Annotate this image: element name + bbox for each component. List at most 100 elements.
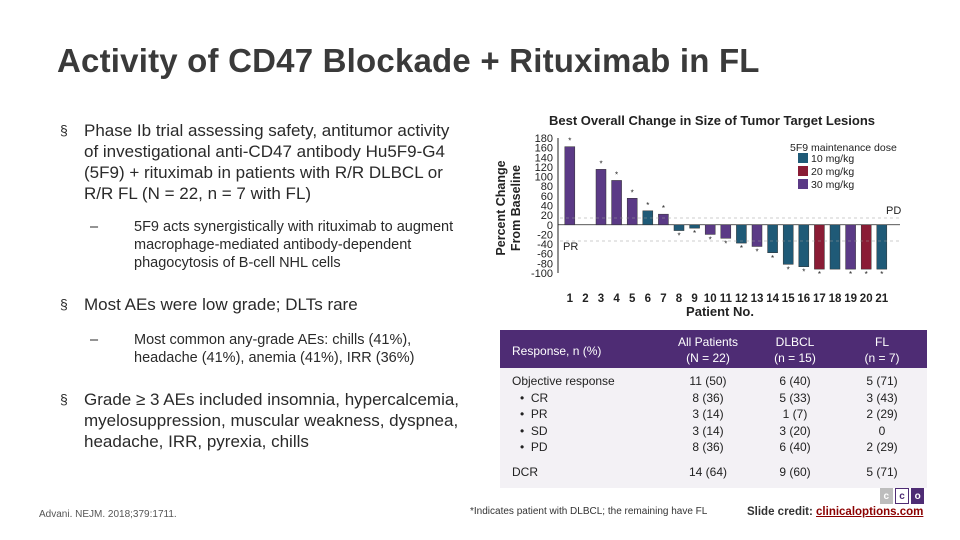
bullet-list: § Phase Ib trial assessing safety, antit… <box>60 120 460 462</box>
table-header-dlbcl: DLBCL (n = 15) <box>774 335 816 365</box>
y-tick-label: 20 <box>541 210 553 222</box>
row-sd-label: • SD <box>520 423 548 440</box>
bar-patient-17 <box>814 224 825 270</box>
bar-patient-9 <box>689 224 700 229</box>
x-tick-label: 12 <box>735 293 748 305</box>
y-tick-label: 120 <box>535 162 553 174</box>
x-tick-label: 4 <box>613 293 620 305</box>
dlbcl-marker: * <box>771 254 774 263</box>
x-tick-label: 5 <box>629 293 636 305</box>
cell-all-pr: 3 (14) <box>692 407 724 421</box>
bar-patient-21 <box>876 224 888 270</box>
footnote: *Indicates patient with DLBCL; the remai… <box>470 506 708 517</box>
subbullet-synergy: – 5F9 acts synergistically with rituxima… <box>90 218 460 272</box>
dlbcl-marker: * <box>818 270 821 279</box>
pd-annotation: PD <box>886 205 901 217</box>
table-body <box>500 368 927 488</box>
credit-link[interactable]: clinicaloptions.com <box>816 506 924 518</box>
logo-letter-2: c <box>894 488 910 504</box>
x-tick-label: 15 <box>782 293 795 305</box>
cell-dlbcl-or: 6 (40) <box>779 374 811 388</box>
bar-patient-19 <box>845 224 856 270</box>
cell-all-or: 11 (50) <box>689 374 727 388</box>
x-tick-label: 9 <box>691 293 697 305</box>
y-tick-label: -100 <box>531 268 553 280</box>
cell-all-cr: 8 (36) <box>692 390 724 405</box>
subbullet-synergy-text: 5F9 acts synergistically with rituximab … <box>134 219 454 271</box>
cell-fl-or: 5 (71) <box>866 374 898 388</box>
y-tick-label: 80 <box>541 181 553 193</box>
x-ticks: 1 2 3 4 5 6 7 8 9 10 11 12 13 14 15 16 17 18 19 20 21 <box>567 293 889 305</box>
bullet-trial-text: Phase Ib trial assessing safety, antitum… <box>84 121 450 203</box>
cell-fl-dcr: 5 (71) <box>866 465 898 479</box>
y-tick-label: 0 <box>547 220 553 232</box>
y-tick-label: -60 <box>537 249 553 261</box>
row-pd-text: PD <box>530 440 548 454</box>
cell-all-dcr: 14 (64) <box>688 465 728 479</box>
bullet-marker: § <box>60 391 68 407</box>
subbullet-dot: • <box>520 440 525 454</box>
legend-swatch-20 <box>798 166 808 176</box>
y-tick-label: 40 <box>541 201 553 213</box>
bar-patient-11 <box>720 224 732 239</box>
subbullet-common-aes: – Most common any-grade AEs: chills (41%… <box>90 331 460 367</box>
chart-title: Best Overall Change in Size of Tumor Tar… <box>549 113 875 128</box>
dlbcl-marker: * <box>709 235 712 244</box>
bar-patient-16 <box>798 224 810 267</box>
row-cr-text: CR <box>530 390 549 405</box>
legend-label-10: 10 mg/kg <box>811 153 854 165</box>
y-tick-label: 140 <box>535 152 553 164</box>
bullet-aes-text: Most AEs were low grade; DLTs rare <box>84 295 358 314</box>
dlbcl-marker: * <box>615 170 618 179</box>
y-tick-label: 160 <box>535 143 553 155</box>
bar-patient-15 <box>782 224 794 265</box>
row-pr-label: • PR <box>520 406 548 423</box>
y-tick-label: -40 <box>537 239 553 251</box>
dlbcl-marker: * <box>677 232 680 241</box>
cell-dlbcl-sd: 3 (20) <box>779 423 811 438</box>
cell-fl-cr: 3 (43) <box>866 390 898 405</box>
bar-patient-7 <box>658 213 669 226</box>
subbullet-marker: – <box>90 219 99 235</box>
table-header-all: All Patients (N = 22) <box>677 335 739 365</box>
bar-patient-14 <box>767 224 778 254</box>
dlbcl-marker: * <box>724 239 727 248</box>
dlbcl-marker: * <box>693 229 696 238</box>
slide-title: Activity of CD47 Blockade + Rituximab in… <box>57 42 760 79</box>
logo-letter-3: o <box>911 488 925 504</box>
bullet-grade3-text: Grade ≥ 3 AEs included insomnia, hyperca… <box>84 390 460 451</box>
y-tick-label: 60 <box>541 191 553 203</box>
bullet-aes: § Most AEs were low grade; DLTs rare <box>60 294 460 315</box>
bar-patient-1 <box>564 146 576 226</box>
dlbcl-marker: * <box>787 265 790 274</box>
bar-patient-12 <box>736 224 747 244</box>
cell-dlbcl-dcr: 9 (60) <box>779 465 811 479</box>
bullet-marker: § <box>60 122 68 138</box>
x-tick-label: 8 <box>676 293 683 305</box>
y-tick-label: -20 <box>537 229 553 241</box>
logo-letter-1: c <box>880 488 893 504</box>
x-tick-label: 17 <box>813 293 826 305</box>
cell-dlbcl-pd: 6 (40) <box>779 440 811 454</box>
x-tick-label: 18 <box>829 293 842 305</box>
subbullet-marker: – <box>90 332 99 348</box>
bar-patient-8 <box>673 224 685 231</box>
cell-fl-pd: 2 (29) <box>866 440 898 454</box>
x-tick-label: 21 <box>875 293 888 305</box>
pr-annotation: PR <box>563 241 578 253</box>
x-tick-label: 1 <box>567 293 574 305</box>
legend-label-20: 20 mg/kg <box>811 166 854 178</box>
cell-dlbcl-pr: 1 (7) <box>782 407 808 421</box>
x-tick-label: 16 <box>797 293 810 305</box>
x-tick-label: 10 <box>704 293 717 305</box>
credit-label: Slide credit: <box>747 506 813 518</box>
dlbcl-marker: * <box>599 159 602 168</box>
x-tick-label: 2 <box>582 293 588 305</box>
dlbcl-marker: * <box>849 270 852 279</box>
bar-patient-5 <box>626 198 638 226</box>
x-tick-label: 13 <box>751 293 764 305</box>
bar-patient-3 <box>595 169 607 226</box>
x-tick-label: 11 <box>720 293 733 305</box>
